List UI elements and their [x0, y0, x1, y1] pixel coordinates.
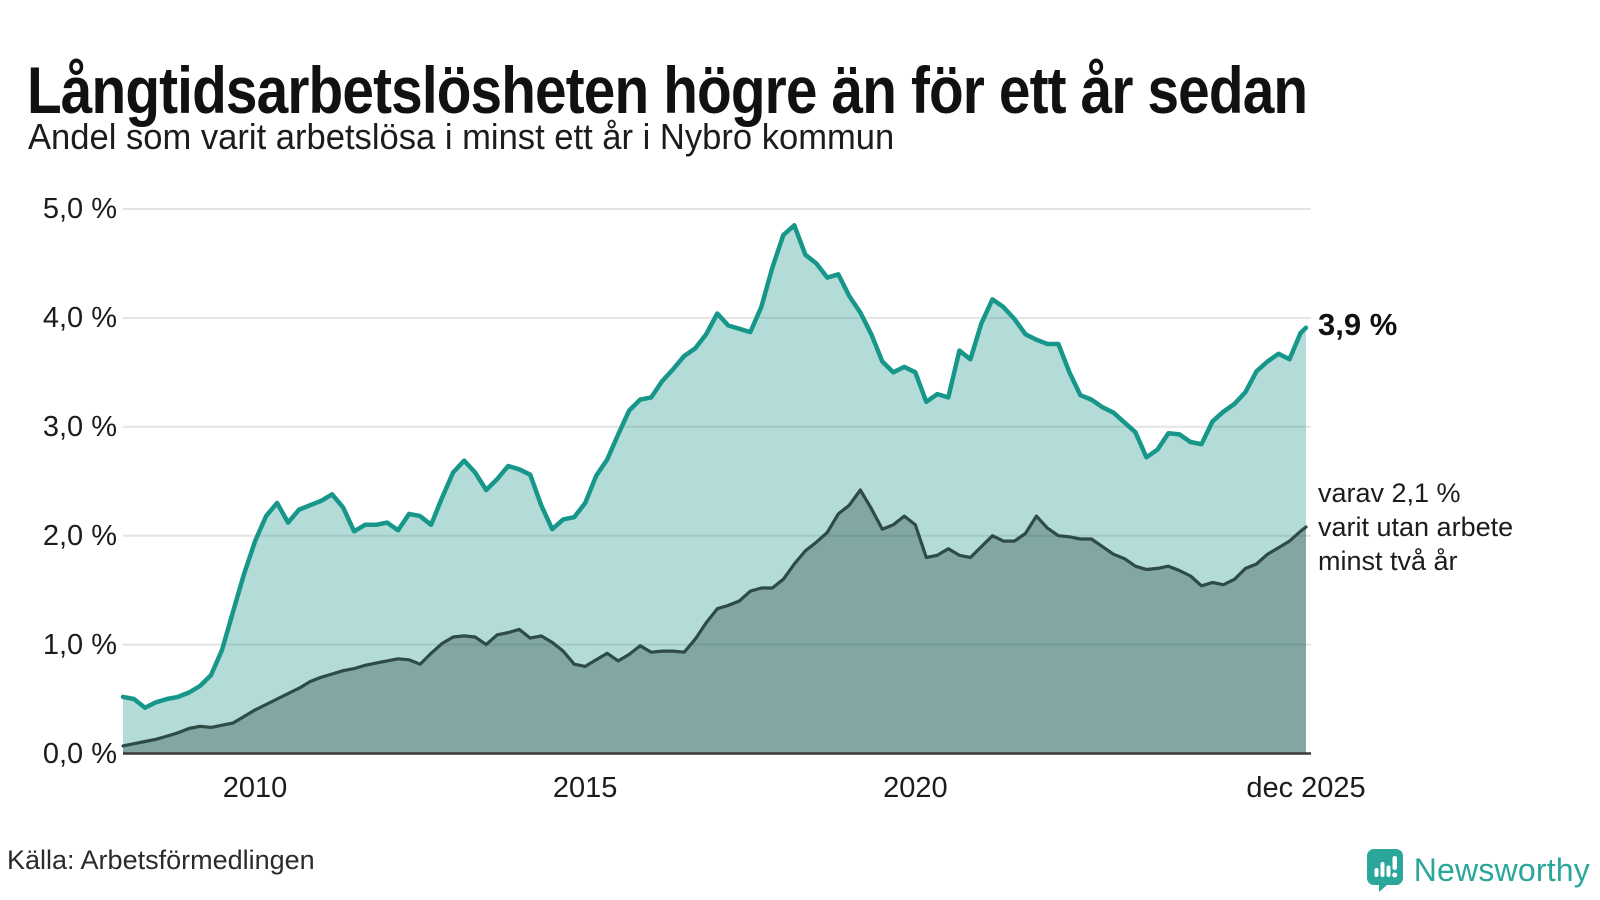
newsworthy-logo: Newsworthy	[1366, 848, 1590, 892]
source-caption: Källa: Arbetsförmedlingen	[7, 845, 315, 875]
page-title: Långtidsarbetslösheten högre än för ett …	[27, 53, 1308, 128]
secondary-value-line2: varit utan arbete	[1318, 511, 1514, 542]
y-tick-label-2: 3,0 %	[42, 410, 117, 443]
y-tick-label-1: 4,0 %	[42, 301, 117, 334]
newsworthy-speech-bubble-chart-icon	[1366, 848, 1404, 892]
x-tick-label-0: 2010	[222, 772, 288, 804]
latest-value-label: 3,9 %	[1318, 306, 1398, 342]
secondary-value-line3: minst två år	[1318, 545, 1458, 576]
chart-series	[120, 223, 1309, 754]
secondary-value-line1: varav 2,1 %	[1318, 477, 1461, 508]
y-tick-label-4: 1,0 %	[42, 628, 117, 661]
y-tick-label-5: 0,0 %	[42, 737, 117, 770]
secondary-value-label: varav 2,1 % varit utan arbete minst två …	[1318, 476, 1513, 578]
x-tick-label-1: 2015	[552, 772, 618, 804]
x-tick-label-2: 2020	[883, 772, 948, 804]
y-tick-label-3: 2,0 %	[42, 519, 117, 552]
y-tick-label-0: 5,0 %	[42, 193, 117, 225]
chart-subtitle: Andel som varit arbetslösa i minst ett å…	[28, 116, 895, 157]
gridlines	[123, 208, 1311, 646]
newsworthy-wordmark: Newsworthy	[1413, 851, 1590, 888]
x-tick-label-3: dec 2025	[1246, 772, 1366, 804]
